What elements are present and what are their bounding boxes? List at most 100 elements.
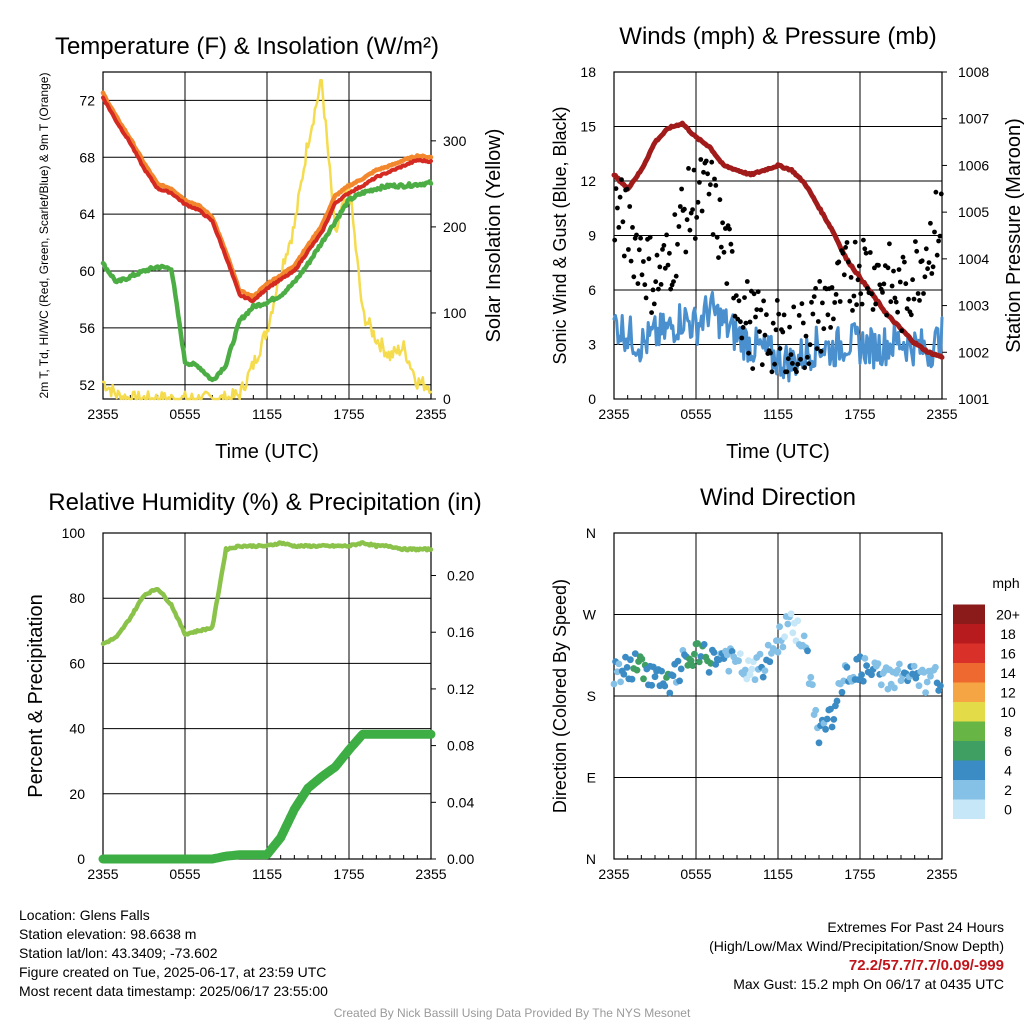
direction-point: [710, 649, 718, 656]
gust-point: [684, 217, 690, 223]
direction-point: [610, 680, 618, 688]
colorbar-swatch: [953, 799, 985, 819]
direction-point: [651, 673, 659, 681]
colorbar-swatch: [953, 760, 985, 780]
direction-point: [735, 657, 742, 665]
gust-point: [893, 299, 899, 305]
gust-point: [818, 348, 824, 354]
x-tick-label: 1755: [844, 866, 875, 882]
gust-point: [840, 250, 846, 256]
direction-point: [759, 673, 767, 681]
gust-point: [841, 272, 847, 278]
gust-point: [844, 240, 850, 245]
direction-point: [863, 662, 870, 669]
gust-point: [721, 249, 727, 255]
direction-point: [628, 675, 636, 683]
gust-point: [764, 312, 769, 318]
direction-point: [807, 673, 815, 681]
x-tick-label: 2355: [926, 866, 957, 882]
gust-point: [873, 301, 879, 307]
humidity-panel: 2355 0555 1155 1755 23550204060801000.000.04…: [25, 489, 482, 882]
gust-point: [810, 311, 816, 317]
gust-point: [695, 199, 701, 205]
y2-tick-label: 100: [443, 305, 467, 321]
gust-point: [635, 281, 641, 286]
chart-title: Relative Humidity (%) & Precipitation (i…: [48, 489, 481, 516]
gust-point: [900, 254, 906, 260]
series-sonic-wind: [612, 290, 944, 383]
x-tick-label: 1155: [252, 406, 282, 422]
y-axis-label: 2m T, Td, HI/WC (Red, Green, Scarlet/Blu…: [37, 73, 51, 399]
series-solar-insolation: [101, 78, 433, 401]
gust-point: [710, 232, 716, 237]
gust-point: [720, 220, 725, 226]
x-tick-label: 1755: [333, 406, 364, 422]
gust-point: [863, 250, 869, 256]
y2-tick-label: 0.12: [447, 681, 474, 697]
gust-point: [768, 350, 773, 356]
y2-tick-label: 0.16: [447, 624, 474, 640]
direction-point: [617, 678, 624, 686]
direction-point: [861, 655, 869, 662]
gust-point: [917, 298, 922, 303]
gust-point: [856, 263, 862, 269]
direction-point: [915, 682, 923, 690]
gust-point: [906, 296, 911, 302]
direction-point: [615, 660, 623, 668]
gust-point: [650, 287, 656, 293]
direction-point: [746, 671, 754, 678]
gust-point: [717, 197, 723, 203]
y-tick-label: 6: [588, 282, 596, 298]
gust-point: [621, 253, 627, 259]
gust-point: [781, 312, 787, 318]
colorbar-swatch: [953, 682, 985, 702]
gust-point: [728, 241, 734, 247]
direction-point: [684, 662, 692, 669]
y-tick-label: 12: [580, 173, 596, 189]
direction-point: [723, 651, 731, 659]
gust-point: [679, 186, 684, 192]
gust-point: [847, 298, 853, 304]
gust-point: [846, 259, 851, 265]
gust-point: [671, 279, 676, 284]
gust-point: [672, 212, 678, 218]
gust-point: [643, 295, 649, 301]
direction-point: [923, 678, 931, 686]
direction-point: [694, 640, 701, 647]
gust-point: [714, 234, 720, 240]
gust-point: [896, 267, 902, 272]
credit-line: Created By Nick Bassill Using Data Provi…: [333, 1006, 691, 1020]
gust-point: [712, 176, 717, 182]
direction-point: [822, 725, 829, 733]
colorbar-swatch: [953, 741, 985, 761]
direction-point: [787, 610, 795, 618]
gust-point: [617, 194, 623, 200]
direction-point: [932, 663, 939, 671]
gust-point: [855, 277, 861, 283]
gust-point: [803, 333, 809, 339]
gust-point: [867, 250, 873, 255]
gust-point: [869, 291, 874, 297]
direction-point: [859, 677, 867, 685]
gust-point: [716, 255, 721, 260]
direction-point: [728, 648, 736, 655]
x-tick-label: 0555: [680, 866, 711, 882]
x-tick-label: 2355: [87, 866, 118, 882]
gust-point: [758, 307, 764, 313]
y2-tick-label: 0.00: [447, 851, 474, 867]
direction-point: [773, 637, 780, 645]
gust-point: [673, 273, 679, 279]
gust-point: [885, 265, 891, 271]
gust-point: [921, 291, 926, 296]
gust-point: [677, 204, 683, 209]
direction-point: [776, 623, 783, 631]
direction-point: [874, 660, 882, 668]
direction-point: [661, 682, 669, 690]
gust-point: [761, 298, 766, 304]
gust-point: [791, 304, 797, 310]
gust-point: [636, 247, 642, 253]
direction-point: [674, 657, 682, 665]
direction-point: [774, 648, 782, 656]
gust-point: [740, 325, 746, 330]
direction-point: [779, 643, 787, 651]
